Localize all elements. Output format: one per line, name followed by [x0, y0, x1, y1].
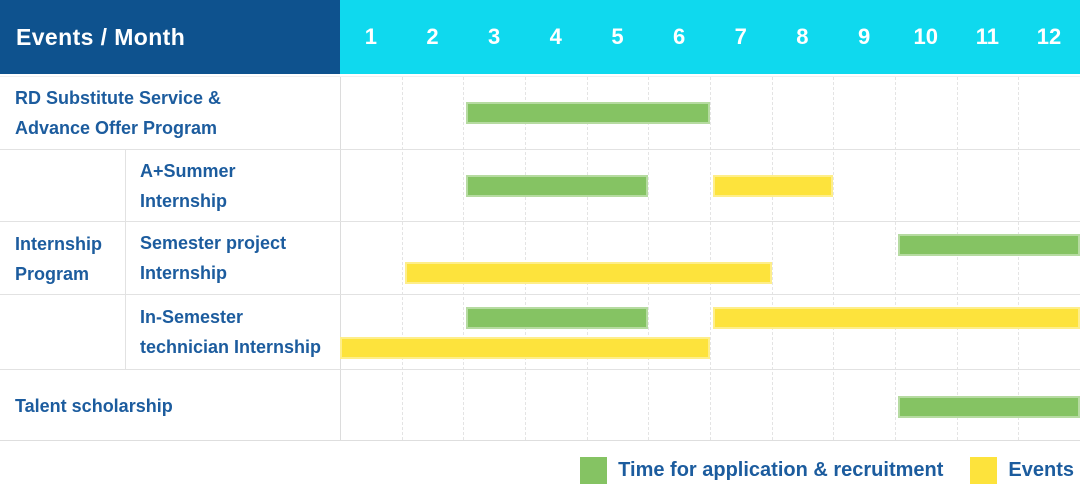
month-gridline	[771, 77, 773, 440]
group-label-line: Program	[15, 264, 90, 284]
row-label: Semester project Internship	[125, 222, 340, 294]
legend: Time for application & recruitment Event…	[580, 457, 1074, 484]
events-month-header-cell: Events / Month	[0, 0, 340, 74]
table-row: In-Semester technician Internship	[0, 294, 1080, 369]
row-label-line: technician Internship	[140, 337, 322, 357]
yellow-legend-swatch	[970, 457, 998, 484]
row-label-line: Internship	[140, 263, 228, 283]
table-row: RD Substitute Service & Advance Offer Pro…	[0, 77, 1080, 149]
month-gridline	[586, 77, 588, 440]
month-label-1: 1	[364, 24, 377, 49]
month-label-4: 4	[549, 24, 562, 49]
month-label-5: 5	[611, 24, 624, 49]
month-gridline	[833, 77, 835, 440]
month-label-9: 9	[857, 24, 871, 49]
row-label-line: Internship	[140, 190, 228, 211]
row-label-line: A+Summer	[140, 160, 236, 181]
month-label-7: 7	[734, 24, 747, 49]
label-grid-divider	[340, 77, 341, 440]
row-label: In-Semester technician Internship	[125, 295, 340, 369]
month-gridline	[895, 77, 896, 440]
header-title: Events / Month	[16, 23, 186, 50]
group-label-line: Internship	[15, 234, 103, 254]
events-bar	[713, 175, 834, 197]
events-bar	[340, 337, 710, 359]
row-label-line: Advance Offer Program	[15, 118, 218, 138]
month-gridline	[648, 77, 650, 440]
table-header: Events / Month 1 2 3 4 5 6 7 8 9 10 11 12	[0, 0, 1080, 74]
month-gridline	[525, 77, 526, 440]
month-label-6: 6	[672, 24, 686, 49]
row-label: Talent scholarship	[0, 370, 338, 442]
month-label-12: 12	[1036, 24, 1062, 49]
legend-item-application-recruitment: Time for application & recruitment	[580, 457, 943, 484]
table-row: A+Summer Internship	[0, 149, 1080, 221]
application-recruitment-bar	[466, 175, 649, 197]
legend-label-application-recruitment: Time for application & recruitment	[618, 459, 944, 481]
month-label-3: 3	[488, 24, 501, 49]
month-gridline	[1018, 77, 1020, 440]
month-gridline	[956, 77, 958, 440]
row-label-line: RD Substitute Service &	[15, 88, 222, 108]
green-legend-swatch	[580, 457, 608, 484]
month-label-2: 2	[426, 24, 439, 49]
application-recruitment-bar	[466, 102, 710, 124]
table-body: RD Substitute Service & Advance Offer Pro…	[0, 76, 1080, 441]
row-label-line: In-Semester	[140, 307, 244, 327]
month-gridline	[710, 77, 711, 440]
legend-item-events: Events	[970, 457, 1074, 484]
legend-label-events: Events	[1008, 459, 1074, 481]
table-row: Semester project Internship	[0, 221, 1080, 294]
row-label-line: Talent scholarship	[15, 396, 173, 416]
row-label-line: Semester project	[140, 233, 287, 253]
month-header-row: 1 2 3 4 5 6 7 8 9 10 11 12	[340, 0, 1080, 74]
month-label-11: 11	[975, 24, 1000, 49]
month-label-10: 10	[913, 24, 938, 49]
events-bar	[404, 262, 772, 284]
group-label-internship-program: Internship Program	[0, 149, 125, 369]
row-label: A+Summer Internship	[125, 150, 340, 221]
row-label: RD Substitute Service & Advance Offer Pro…	[0, 77, 338, 149]
events-bar	[713, 307, 1080, 329]
month-gridline	[401, 77, 403, 440]
month-label-8: 8	[796, 24, 809, 49]
table-row: Talent scholarship	[0, 369, 1080, 442]
month-gridline	[463, 77, 465, 440]
application-recruitment-bar	[898, 234, 1080, 256]
application-recruitment-bar	[898, 395, 1080, 418]
application-recruitment-bar	[466, 307, 649, 329]
